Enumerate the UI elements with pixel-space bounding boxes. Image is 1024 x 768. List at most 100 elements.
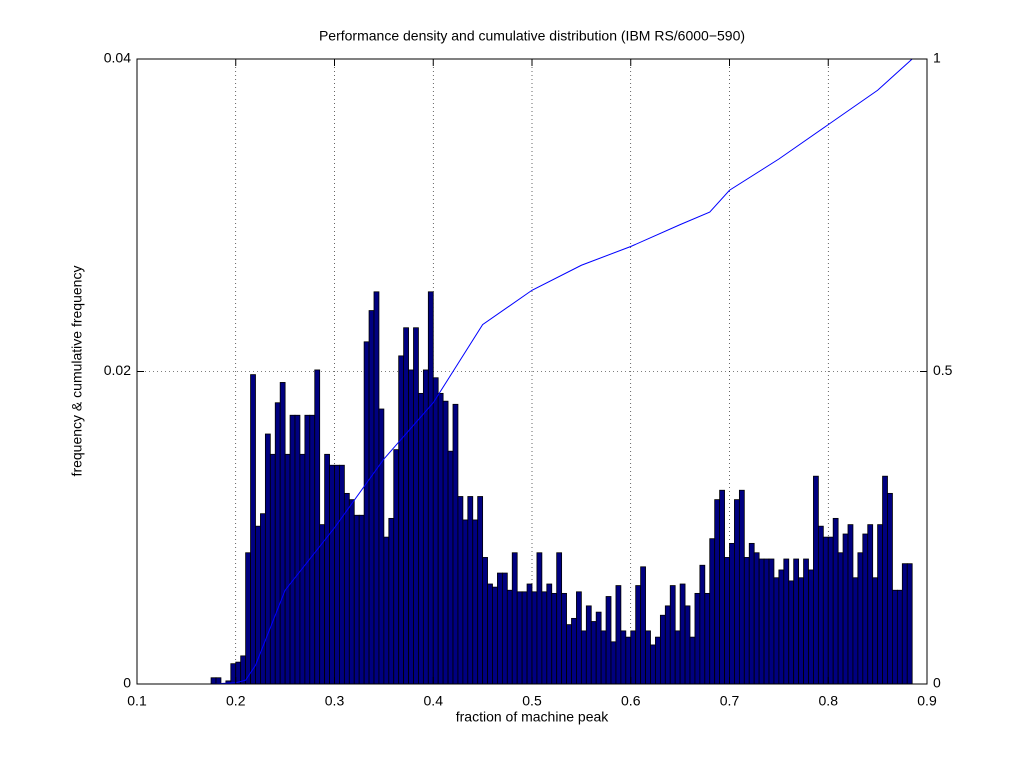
histogram-bar — [655, 636, 661, 685]
histogram-bar — [566, 624, 572, 685]
histogram-bar — [837, 552, 844, 685]
histogram-bar — [309, 414, 316, 685]
y2-tick-label: 0 — [933, 675, 941, 691]
histogram-bar — [714, 499, 721, 685]
y-axis-label: frequency & cumulative frequency — [69, 266, 85, 477]
histogram-bar — [274, 402, 281, 685]
histogram-bar — [896, 589, 903, 685]
histogram-bar — [650, 644, 656, 685]
histogram-bar — [694, 592, 701, 685]
histogram-bar — [669, 585, 676, 685]
histogram-bar — [388, 517, 395, 685]
x-tick-label: 0.3 — [325, 693, 345, 709]
histogram-bar — [852, 577, 859, 685]
histogram-bar — [827, 536, 834, 685]
histogram-bar — [403, 327, 409, 685]
histogram-bar — [630, 630, 637, 685]
histogram-bar — [264, 433, 271, 685]
histogram-bar — [664, 605, 671, 685]
histogram-bar — [659, 614, 666, 685]
histogram-bar — [343, 492, 350, 685]
histogram-bar — [383, 536, 390, 685]
histogram-bar — [348, 499, 355, 685]
histogram-bar — [418, 392, 424, 685]
histogram-bar — [684, 605, 691, 685]
histogram-bar — [284, 453, 291, 685]
histogram-bar — [906, 563, 913, 685]
x-tick-label: 0.1 — [127, 693, 147, 709]
histogram-bar — [595, 611, 602, 685]
histogram-bar — [803, 558, 809, 685]
histogram-bar — [743, 557, 750, 685]
histogram-bar — [437, 392, 444, 685]
histogram-bar — [492, 586, 498, 685]
histogram-bar — [738, 489, 745, 685]
histogram-bar — [516, 591, 523, 685]
histogram-bar — [847, 524, 854, 685]
histogram-bar — [457, 496, 464, 685]
histogram-bar — [472, 519, 479, 685]
histogram-bar — [635, 585, 642, 685]
histogram-bar — [867, 524, 874, 685]
histogram-bar — [408, 369, 414, 685]
histogram-bar — [808, 569, 814, 685]
histogram-bar — [427, 291, 434, 685]
histogram-bar — [269, 453, 276, 685]
histogram-bar — [230, 663, 237, 685]
histogram-bar — [294, 414, 301, 685]
histogram-bar — [324, 453, 330, 685]
histogram-bar — [842, 533, 849, 685]
histogram-bar — [358, 514, 365, 685]
histogram-bar — [447, 450, 454, 685]
histogram-bar — [768, 558, 775, 685]
y-tick-label: 0 — [123, 675, 131, 691]
histogram-bar — [541, 591, 548, 685]
histogram-bar — [788, 580, 795, 685]
histogram-bar — [506, 589, 513, 685]
histogram-bar — [442, 400, 449, 685]
histogram-bar — [210, 677, 217, 685]
x-tick-label: 0.2 — [226, 693, 246, 709]
histogram-bar — [551, 592, 558, 685]
histogram-bar — [260, 513, 266, 685]
chart-title: Performance density and cumulative distr… — [319, 28, 745, 44]
histogram-bar — [901, 563, 908, 685]
histogram-bar — [724, 557, 730, 685]
x-tick-label: 0.4 — [424, 693, 444, 709]
histogram-bar — [571, 617, 577, 685]
histogram-bar — [615, 585, 622, 685]
histogram-bar — [610, 641, 617, 685]
histogram-bar — [561, 592, 567, 685]
histogram-bar — [729, 542, 735, 685]
histogram-bar — [645, 630, 651, 685]
y-tick-label: 0.04 — [104, 50, 131, 66]
histogram-bar — [373, 291, 380, 685]
histogram-bar — [872, 577, 879, 685]
histogram-bar — [363, 341, 370, 685]
histogram-bar — [452, 403, 459, 685]
histogram-bar — [753, 552, 760, 685]
histogram-bar — [793, 558, 800, 685]
histogram-bar — [368, 310, 375, 685]
histogram-bar — [719, 489, 725, 685]
histogram-bar — [314, 369, 321, 685]
histogram-bar — [798, 577, 804, 685]
histogram-bar — [556, 552, 563, 685]
histogram-bar — [546, 583, 553, 685]
histogram-bar — [245, 552, 251, 685]
histogram-bar — [783, 558, 790, 685]
histogram-bar — [822, 536, 829, 685]
histogram-bar — [773, 577, 780, 685]
x-tick-label: 0.6 — [621, 693, 641, 709]
histogram-bar — [640, 566, 646, 685]
histogram-bar — [817, 525, 824, 685]
histogram-bar — [536, 552, 543, 685]
histogram-bar — [862, 533, 869, 685]
histogram-bar — [432, 377, 439, 685]
histogram-bar — [422, 369, 429, 685]
histogram-bar — [531, 591, 538, 685]
histogram-bar — [334, 464, 340, 685]
histogram-bar — [235, 661, 242, 685]
